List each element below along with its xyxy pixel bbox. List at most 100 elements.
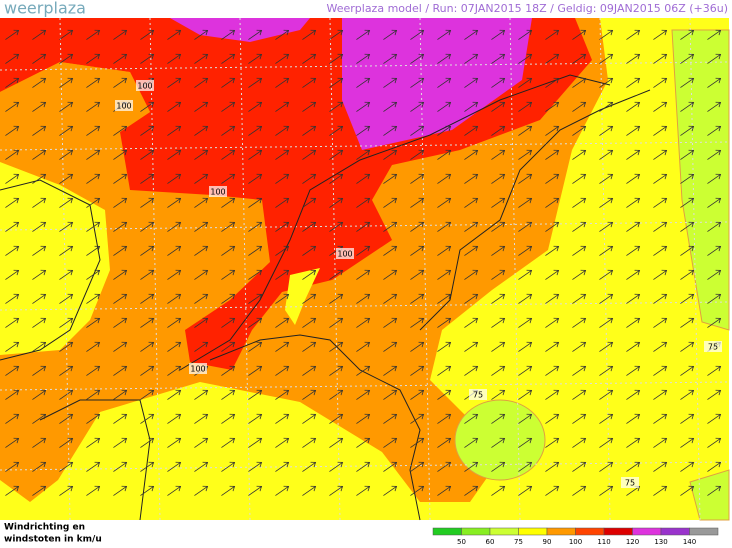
colorbar-segment [575, 527, 605, 536]
arrow-shape [59, 413, 74, 424]
arrow-shape [680, 197, 695, 208]
wind-arrow [626, 77, 641, 88]
arrow-shape [248, 173, 263, 184]
wind-arrow [248, 245, 263, 256]
arrow-shape [599, 29, 614, 40]
wind-arrow [653, 269, 668, 280]
arrow-shape [464, 365, 479, 376]
arrow-shape [32, 197, 47, 208]
arrow-shape [329, 29, 344, 40]
arrow-shape [167, 101, 182, 112]
wind-arrow [167, 221, 182, 232]
arrow-shape [518, 149, 533, 160]
wind-arrow [167, 317, 182, 328]
arrow-shape [302, 77, 317, 88]
wind-arrow [329, 77, 344, 88]
wind-arrow [5, 413, 20, 424]
wind-arrow [302, 53, 317, 64]
wind-arrow [140, 437, 155, 448]
logo: weerplaza [4, 0, 86, 18]
arrow-shape [653, 485, 668, 496]
arrow-shape [86, 269, 101, 280]
wind-arrow [329, 485, 344, 496]
arrow-shape [680, 365, 695, 376]
arrow-shape [464, 437, 479, 448]
arrow-shape [275, 293, 290, 304]
wind-arrow [572, 221, 587, 232]
arrow-shape [437, 413, 452, 424]
arrow-shape [32, 485, 47, 496]
wind-arrow [302, 461, 317, 472]
arrow-shape [248, 341, 263, 352]
wind-arrow [464, 365, 479, 376]
arrow-shape [221, 125, 236, 136]
arrow-shape [356, 269, 371, 280]
wind-arrow [707, 173, 722, 184]
wind-arrow [5, 53, 20, 64]
wind-arrow [437, 341, 452, 352]
arrow-shape [5, 53, 20, 64]
arrow-shape [113, 53, 128, 64]
arrow-shape [410, 413, 425, 424]
wind-arrow [248, 125, 263, 136]
wind-arrow [302, 293, 317, 304]
arrow-shape [5, 101, 20, 112]
arrow-shape [383, 413, 398, 424]
wind-arrow [383, 53, 398, 64]
wind-arrow [221, 341, 236, 352]
wind-arrow [626, 341, 641, 352]
wind-arrow [572, 101, 587, 112]
wind-arrow [32, 461, 47, 472]
arrow-shape [140, 317, 155, 328]
wind-arrow [140, 293, 155, 304]
arrow-shape [140, 101, 155, 112]
arrow-shape [113, 269, 128, 280]
wind-arrow [599, 125, 614, 136]
arrow-shape [275, 125, 290, 136]
arrow-shape [302, 101, 317, 112]
wind-arrow [437, 197, 452, 208]
wind-arrow [626, 53, 641, 64]
arrow-shape [680, 77, 695, 88]
wind-arrow [572, 365, 587, 376]
wind-arrow [194, 53, 209, 64]
wind-arrow [248, 461, 263, 472]
arrow-shape [167, 341, 182, 352]
arrow-shape [680, 413, 695, 424]
wind-arrow [86, 245, 101, 256]
wind-arrow [113, 125, 128, 136]
arrow-shape [329, 77, 344, 88]
arrow-shape [545, 101, 560, 112]
arrow-shape [518, 245, 533, 256]
arrow-shape [194, 173, 209, 184]
arrow-shape [221, 173, 236, 184]
arrow-shape [113, 173, 128, 184]
wind-arrow [653, 77, 668, 88]
wind-arrow [275, 125, 290, 136]
arrow-shape [329, 125, 344, 136]
arrow-shape [437, 341, 452, 352]
parallel [0, 221, 730, 231]
arrow-shape [248, 101, 263, 112]
arrow-shape [545, 485, 560, 496]
arrow-shape [464, 125, 479, 136]
wind-arrow [680, 365, 695, 376]
wind-arrow [5, 221, 20, 232]
wind-arrow [518, 317, 533, 328]
arrow-shape [32, 293, 47, 304]
arrow-shape [653, 245, 668, 256]
wind-arrow [86, 485, 101, 496]
wind-arrow [167, 389, 182, 400]
arrow-shape [59, 365, 74, 376]
arrow-shape [626, 341, 641, 352]
arrow-shape [86, 485, 101, 496]
arrow-shape [248, 221, 263, 232]
wind-arrow [383, 173, 398, 184]
arrow-shape [86, 413, 101, 424]
wind-arrow [275, 197, 290, 208]
arrow-shape [626, 173, 641, 184]
arrow-shape [626, 413, 641, 424]
wind-arrow [356, 437, 371, 448]
wind-arrow [545, 125, 560, 136]
